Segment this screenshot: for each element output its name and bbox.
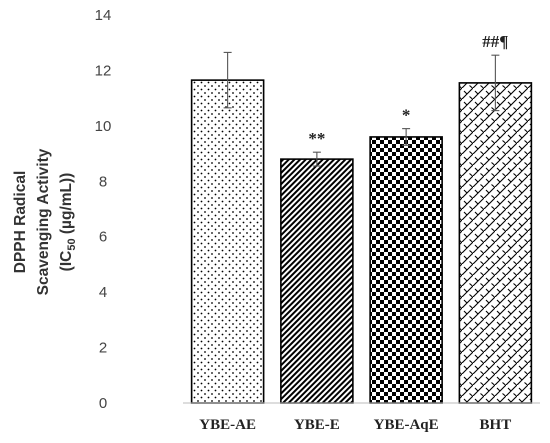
y-tick-label: 6 (99, 229, 107, 246)
error-bars (223, 51, 500, 167)
significance-label-bht: ##¶ (482, 32, 508, 51)
y-axis-unit-subscript: 50 (66, 238, 78, 250)
y-tick-label: 10 (95, 118, 112, 135)
y-tick-label: 4 (99, 284, 107, 301)
y-tick-label: 0 (99, 395, 107, 412)
y-axis-ticks: 0 2 4 6 8 10 12 14 (95, 7, 112, 412)
x-tick-label-ybe-aqe: YBE-AqE (374, 417, 439, 433)
x-tick-label-bht: BHT (480, 417, 512, 433)
y-axis-unit-suffix: (µg/mL)) (58, 173, 75, 239)
error-bar-ybe-aqe (402, 128, 411, 146)
y-axis-title: DPPH Radical Scavenging Activity (IC50 (… (12, 148, 78, 295)
x-tick-label-ybe-e: YBE-E (294, 417, 340, 433)
bar-ybe-e (280, 158, 354, 404)
y-tick-label: 12 (95, 62, 112, 79)
significance-label-ybe-e: ** (308, 129, 325, 148)
y-tick-label: 14 (95, 7, 112, 24)
y-axis-title-line-3: (IC50 (µg/mL)) (58, 173, 78, 272)
y-tick-label: 2 (99, 340, 107, 357)
bar-ybe-ae (190, 79, 265, 404)
x-tick-label-ybe-ae: YBE-AE (199, 417, 256, 433)
y-tick-label: 8 (99, 173, 107, 190)
category-labels: YBE-AE YBE-E YBE-AqE BHT (199, 417, 511, 433)
significance-label-ybe-aqe: * (402, 106, 411, 125)
bars (190, 79, 533, 404)
significance-labels: ***##¶ (308, 32, 508, 148)
y-axis-title-line-1: DPPH Radical (12, 171, 29, 274)
error-bar-bht (491, 54, 500, 112)
y-axis-title-line-2: Scavenging Activity (35, 148, 52, 295)
y-axis-unit-prefix: (IC (58, 251, 75, 272)
error-bar-ybe-ae (223, 51, 232, 109)
error-bar-ybe-e (312, 151, 321, 167)
bar-bht (458, 82, 533, 404)
bar-ybe-aqe (369, 136, 443, 404)
